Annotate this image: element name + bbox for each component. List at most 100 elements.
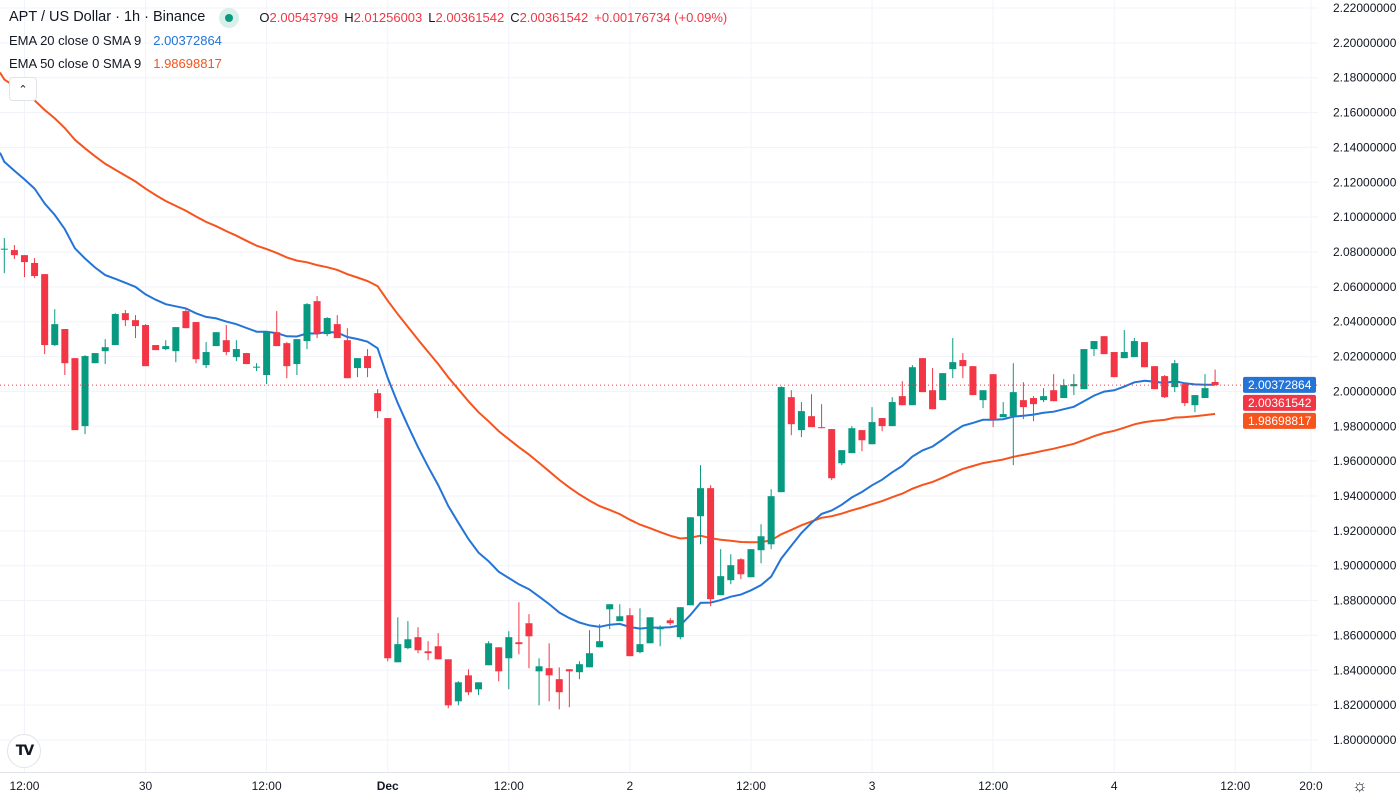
candle[interactable] <box>999 402 1007 418</box>
candle[interactable] <box>697 465 705 545</box>
candle[interactable] <box>343 328 351 379</box>
candle[interactable] <box>787 390 795 436</box>
symbol-title[interactable]: APT / US Dollar · 1h · Binance <box>9 9 206 25</box>
candle[interactable] <box>353 358 361 378</box>
candle[interactable] <box>0 238 8 274</box>
candle[interactable] <box>616 604 624 622</box>
candle[interactable] <box>91 353 99 364</box>
candle[interactable] <box>868 407 876 445</box>
candle[interactable] <box>333 315 341 339</box>
candle[interactable] <box>172 327 180 363</box>
candle[interactable] <box>737 558 745 580</box>
candle[interactable] <box>888 397 896 427</box>
candle[interactable] <box>1201 374 1209 399</box>
candle[interactable] <box>505 631 513 690</box>
candle[interactable] <box>222 325 230 356</box>
candle[interactable] <box>81 355 89 435</box>
candle[interactable] <box>757 524 765 564</box>
candle[interactable] <box>1100 336 1108 355</box>
candle[interactable] <box>273 311 281 347</box>
candle[interactable] <box>61 329 69 376</box>
candle[interactable] <box>717 549 725 596</box>
candle[interactable] <box>747 549 755 578</box>
candle[interactable] <box>31 258 39 279</box>
tradingview-logo[interactable]: TV <box>7 734 41 768</box>
candle[interactable] <box>1161 375 1169 399</box>
candle[interactable] <box>242 353 250 365</box>
candle[interactable] <box>495 647 503 682</box>
candle[interactable] <box>293 339 301 376</box>
candle[interactable] <box>374 389 382 419</box>
candle[interactable] <box>111 313 119 346</box>
candle[interactable] <box>253 363 261 372</box>
candle[interactable] <box>1019 382 1027 420</box>
candle[interactable] <box>838 450 846 466</box>
candle[interactable] <box>818 404 826 429</box>
candle[interactable] <box>767 489 775 550</box>
candle[interactable] <box>575 661 583 680</box>
candle[interactable] <box>1211 369 1219 386</box>
candle[interactable] <box>1050 374 1058 402</box>
candle[interactable] <box>414 627 422 654</box>
candle[interactable] <box>545 643 553 702</box>
candle[interactable] <box>1080 349 1088 390</box>
candle[interactable] <box>626 608 634 657</box>
candle[interactable] <box>51 309 59 347</box>
candle[interactable] <box>20 255 28 278</box>
candle[interactable] <box>192 322 200 364</box>
candle[interactable] <box>464 669 472 696</box>
candle[interactable] <box>606 604 614 630</box>
candle[interactable] <box>1151 366 1159 390</box>
candle[interactable] <box>979 390 987 409</box>
candle[interactable] <box>162 340 170 351</box>
candle[interactable] <box>263 332 271 385</box>
candle[interactable] <box>142 324 150 367</box>
candle[interactable] <box>1130 338 1138 358</box>
candle[interactable] <box>202 342 210 369</box>
candle[interactable] <box>565 669 573 708</box>
candle[interactable] <box>646 617 654 644</box>
indicator-ema20[interactable]: EMA 20 close 0 SMA 9 2.00372864 <box>9 29 727 52</box>
candle[interactable] <box>1181 384 1189 407</box>
candle[interactable] <box>898 381 906 406</box>
candle[interactable] <box>1040 388 1048 403</box>
candle[interactable] <box>424 641 432 661</box>
candle[interactable] <box>1060 379 1068 399</box>
candle[interactable] <box>182 308 190 329</box>
candle[interactable] <box>949 338 957 379</box>
candle[interactable] <box>1090 341 1098 357</box>
candle[interactable] <box>101 339 109 365</box>
candle[interactable] <box>686 517 694 606</box>
candle[interactable] <box>434 633 442 660</box>
candle[interactable] <box>1110 352 1118 378</box>
candle[interactable] <box>394 617 402 663</box>
candle[interactable] <box>797 402 805 438</box>
candle[interactable] <box>283 342 291 379</box>
candle[interactable] <box>1070 374 1078 396</box>
indicator-ema50[interactable]: EMA 50 close 0 SMA 9 1.98698817 <box>9 52 727 75</box>
candle[interactable] <box>666 618 674 626</box>
candle[interactable] <box>939 373 947 401</box>
candle[interactable] <box>959 353 967 379</box>
candle[interactable] <box>475 682 483 696</box>
market-status-icon[interactable] <box>219 7 240 28</box>
candle[interactable] <box>515 602 523 655</box>
candle[interactable] <box>858 430 866 452</box>
candle[interactable] <box>848 426 856 454</box>
candle[interactable] <box>878 418 886 432</box>
candle[interactable] <box>656 625 664 647</box>
candle[interactable] <box>152 345 160 351</box>
candle[interactable] <box>10 245 18 259</box>
candle[interactable] <box>586 630 594 668</box>
candle[interactable] <box>454 681 462 706</box>
candle[interactable] <box>1191 395 1199 413</box>
candle[interactable] <box>41 274 49 355</box>
candle[interactable] <box>1009 363 1017 466</box>
price-axis[interactable] <box>1318 0 1400 772</box>
candle[interactable] <box>121 310 129 327</box>
candle[interactable] <box>323 317 331 337</box>
candle[interactable] <box>303 303 311 350</box>
candle[interactable] <box>404 621 412 650</box>
candle[interactable] <box>636 608 644 654</box>
gear-icon[interactable]: ☼ <box>1352 776 1368 796</box>
